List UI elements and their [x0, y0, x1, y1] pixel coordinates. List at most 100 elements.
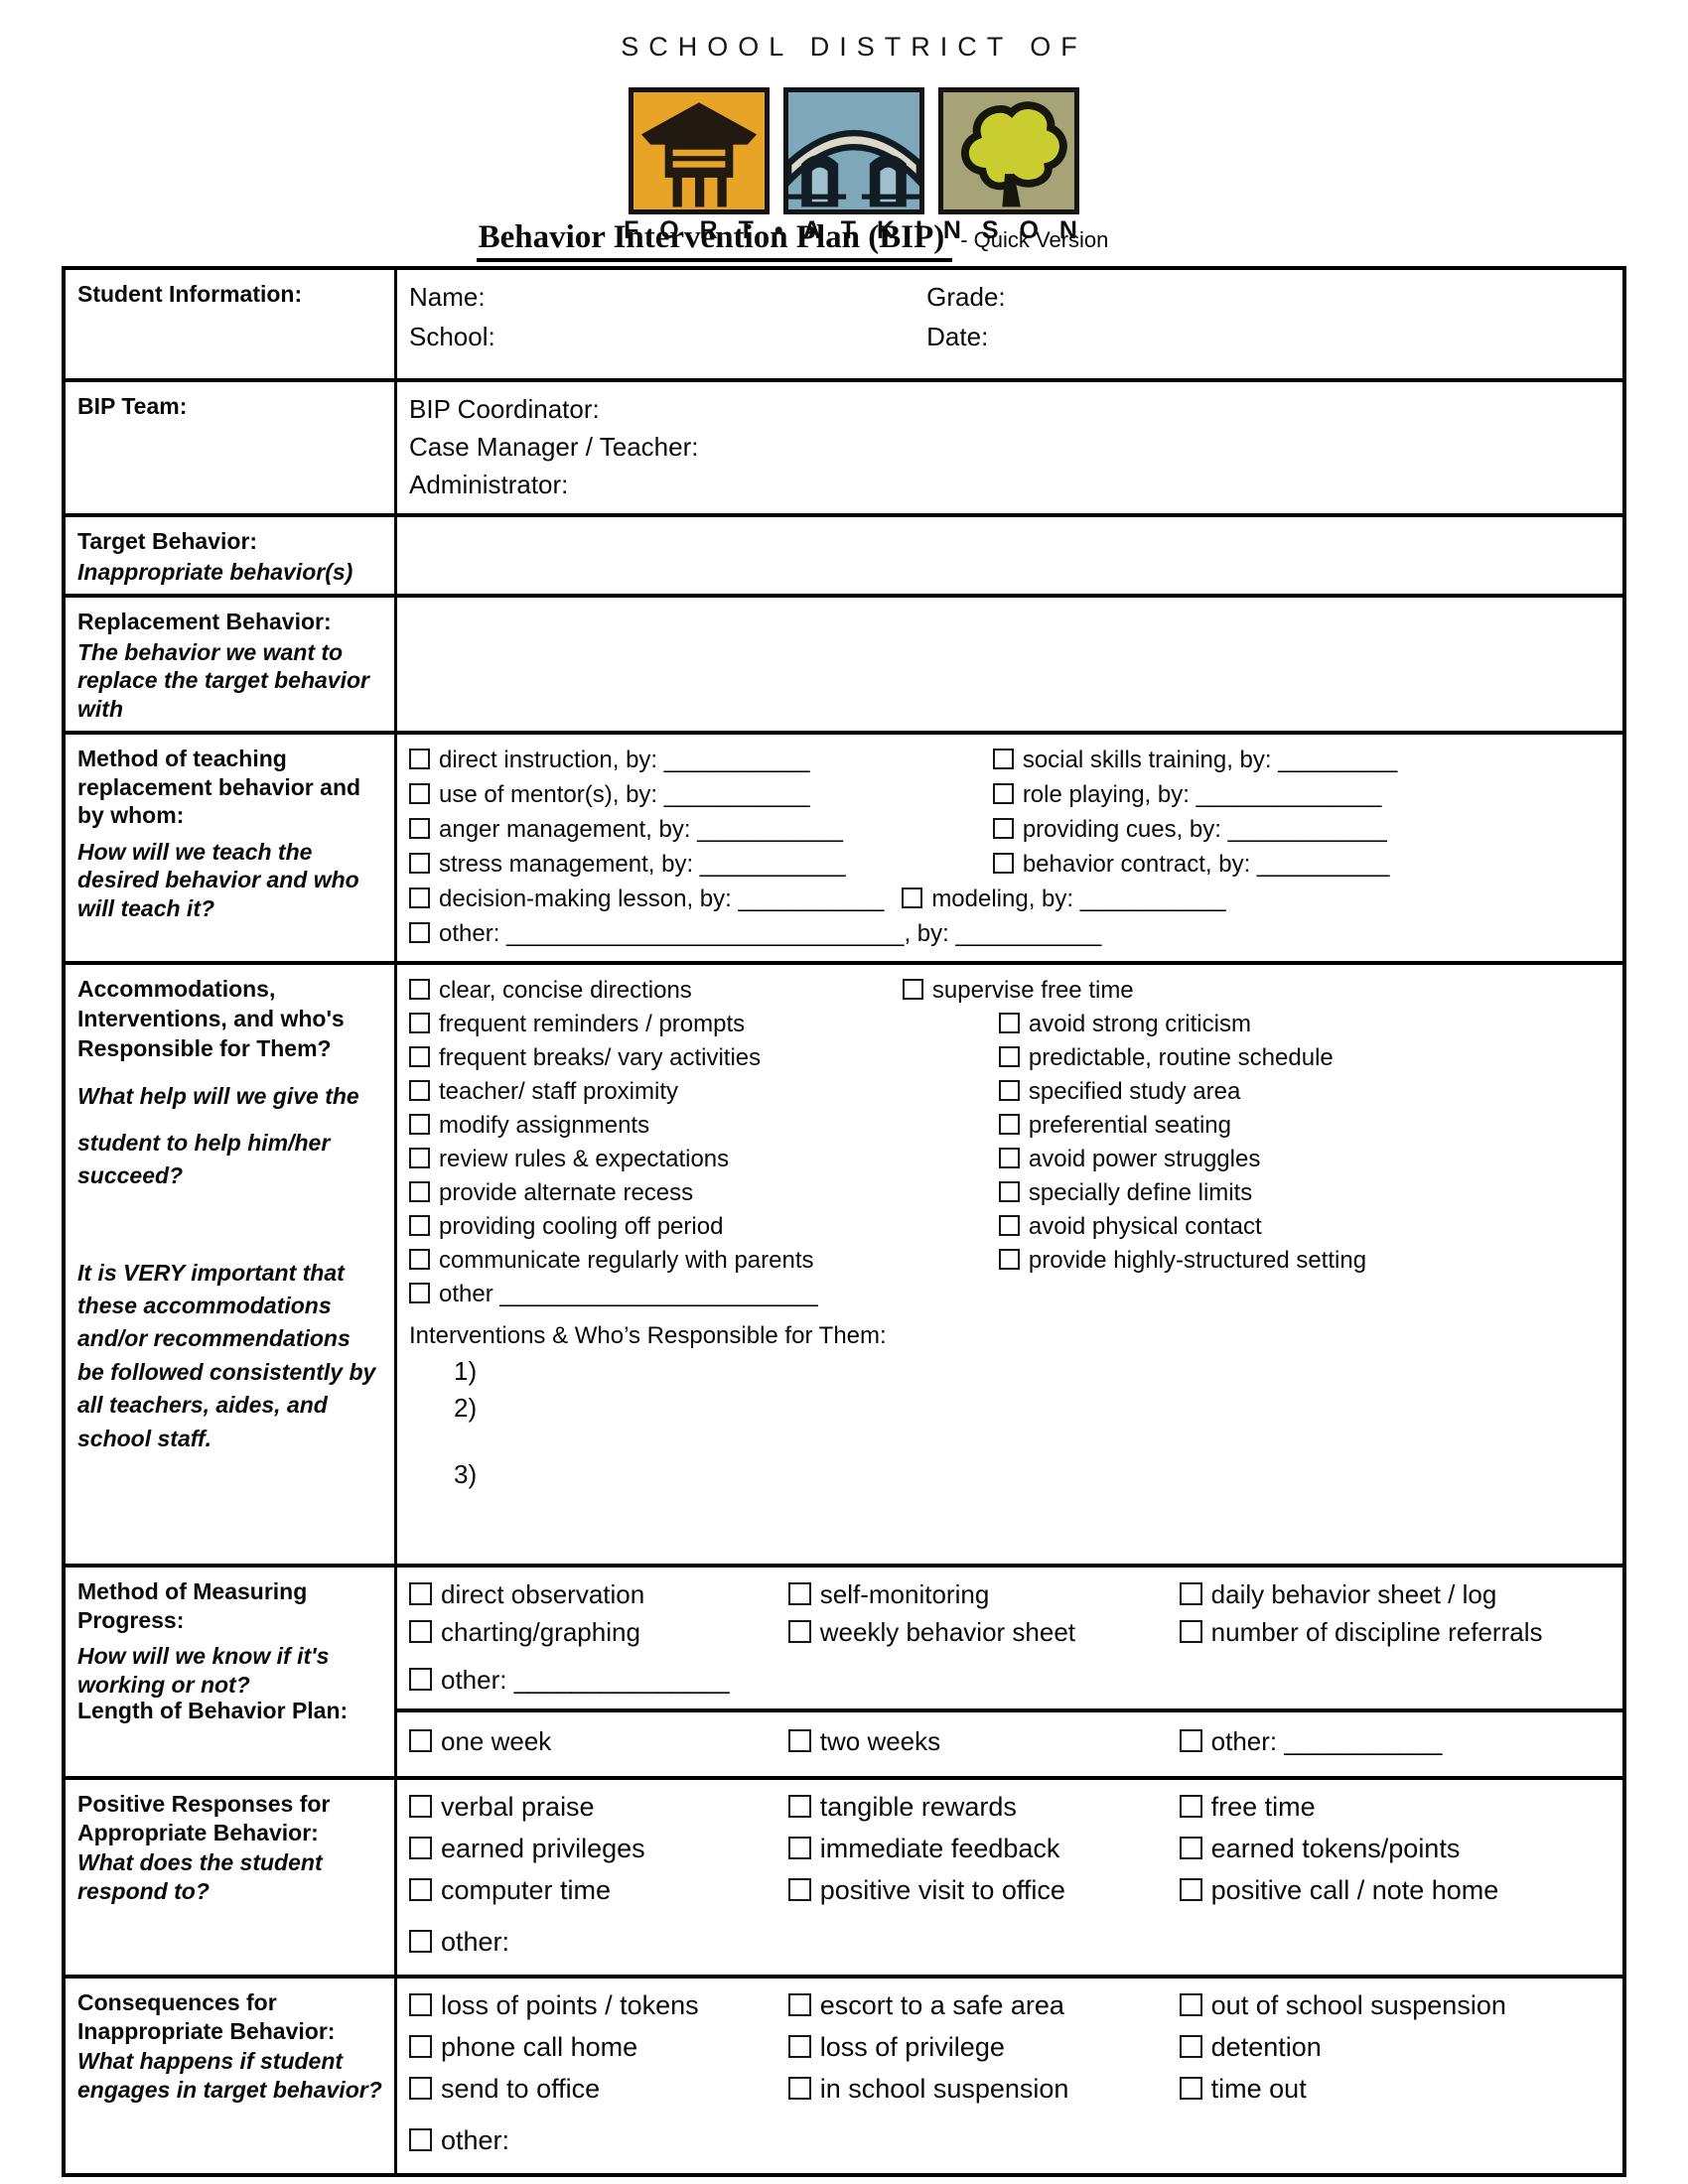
checkbox-icon[interactable] [787, 2077, 811, 2101]
checkbox-option[interactable]: providing cues, by: ____________ [992, 816, 1387, 844]
checkbox-option[interactable]: provide highly-structured setting [998, 1247, 1366, 1275]
checkbox-icon[interactable] [409, 818, 430, 840]
checkbox-option[interactable]: loss of privilege [787, 2032, 1180, 2063]
checkbox-icon[interactable] [998, 1080, 1020, 1102]
checkbox-option[interactable]: out of school suspension [1179, 1990, 1506, 2021]
checkbox-icon[interactable] [409, 1837, 432, 1860]
checkbox-icon[interactable] [1179, 1620, 1202, 1644]
checkbox-option[interactable]: earned tokens/points [1179, 1834, 1460, 1864]
checkbox-icon[interactable] [787, 1795, 811, 1819]
checkbox-option[interactable]: frequent breaks/ vary activities [409, 1044, 999, 1072]
checkbox-icon[interactable] [1179, 1795, 1202, 1819]
checkbox-icon[interactable] [992, 749, 1014, 770]
checkbox-icon[interactable] [1179, 1993, 1202, 2017]
checkbox-option[interactable]: earned privileges [409, 1834, 788, 1864]
checkbox-icon[interactable] [409, 1582, 432, 1606]
checkbox-option[interactable]: specified study area [998, 1078, 1240, 1106]
checkbox-option[interactable]: specially define limits [998, 1179, 1252, 1207]
checkbox-icon[interactable] [409, 1181, 430, 1203]
checkbox-icon[interactable] [1179, 1837, 1202, 1860]
checkbox-option[interactable]: use of mentor(s), by: ___________ [409, 781, 993, 809]
checkbox-icon[interactable] [998, 1215, 1020, 1237]
checkbox-icon[interactable] [992, 853, 1014, 875]
checkbox-icon[interactable] [902, 887, 923, 909]
checkbox-option[interactable]: in school suspension [787, 2074, 1180, 2105]
checkbox-option[interactable]: anger management, by: ___________ [409, 816, 993, 844]
checkbox-icon[interactable] [998, 1148, 1020, 1169]
checkbox-option[interactable]: preferential seating [998, 1112, 1231, 1140]
checkbox-option[interactable]: direct observation [409, 1579, 788, 1610]
checkbox-option[interactable]: avoid power struggles [998, 1146, 1260, 1173]
checkbox-option[interactable]: positive call / note home [1179, 1875, 1498, 1906]
checkbox-option[interactable]: decision-making lesson, by: ___________ [409, 886, 884, 913]
checkbox-icon[interactable] [409, 1283, 430, 1304]
checkbox-option[interactable]: loss of points / tokens [409, 1990, 788, 2021]
checkbox-icon[interactable] [409, 1080, 430, 1102]
checkbox-option[interactable]: role playing, by: ______________ [992, 781, 1381, 809]
checkbox-option[interactable]: providing cooling off period [409, 1213, 999, 1241]
checkbox-icon[interactable] [409, 922, 430, 944]
checkbox-option[interactable]: escort to a safe area [787, 1990, 1180, 2021]
checkbox-icon[interactable] [1179, 1878, 1202, 1902]
checkbox-option[interactable]: other: [409, 1927, 509, 1958]
checkbox-option[interactable]: two weeks [787, 1726, 1180, 1757]
checkbox-icon[interactable] [409, 2077, 432, 2101]
checkbox-option[interactable]: clear, concise directions [409, 977, 903, 1005]
checkbox-option[interactable]: social skills training, by: _________ [992, 747, 1397, 774]
checkbox-icon[interactable] [409, 1993, 432, 2017]
checkbox-option[interactable]: free time [1179, 1792, 1316, 1823]
checkbox-option[interactable]: review rules & expectations [409, 1146, 999, 1173]
checkbox-icon[interactable] [409, 853, 430, 875]
checkbox-icon[interactable] [409, 2035, 432, 2059]
checkbox-icon[interactable] [409, 1249, 430, 1271]
checkbox-option[interactable]: tangible rewards [787, 1792, 1180, 1823]
checkbox-icon[interactable] [409, 1668, 432, 1692]
checkbox-option[interactable]: number of discipline referrals [1179, 1617, 1542, 1648]
checkbox-icon[interactable] [1179, 2035, 1202, 2059]
checkbox-option[interactable]: modify assignments [409, 1112, 999, 1140]
checkbox-option[interactable]: send to office [409, 2074, 788, 2105]
checkbox-option[interactable]: stress management, by: ___________ [409, 851, 993, 879]
checkbox-icon[interactable] [787, 1837, 811, 1860]
checkbox-option[interactable]: positive visit to office [787, 1875, 1180, 1906]
replacement-behavior-input-area[interactable] [397, 598, 1622, 731]
checkbox-icon[interactable] [409, 1620, 432, 1644]
checkbox-option[interactable]: avoid physical contact [998, 1213, 1262, 1241]
checkbox-option[interactable]: behavior contract, by: __________ [992, 851, 1389, 879]
checkbox-icon[interactable] [787, 1878, 811, 1902]
checkbox-icon[interactable] [998, 1114, 1020, 1136]
checkbox-option[interactable]: other: [409, 2125, 509, 2156]
checkbox-icon[interactable] [787, 1582, 811, 1606]
checkbox-icon[interactable] [787, 1620, 811, 1644]
checkbox-option[interactable]: frequent reminders / prompts [409, 1011, 999, 1038]
checkbox-icon[interactable] [409, 1114, 430, 1136]
checkbox-option[interactable]: communicate regularly with parents [409, 1247, 999, 1275]
checkbox-icon[interactable] [409, 1729, 432, 1753]
checkbox-icon[interactable] [409, 1013, 430, 1034]
checkbox-icon[interactable] [998, 1249, 1020, 1271]
checkbox-option[interactable]: one week [409, 1726, 788, 1757]
checkbox-option[interactable]: modeling, by: ___________ [902, 886, 1226, 913]
checkbox-icon[interactable] [902, 979, 923, 1001]
checkbox-option[interactable]: time out [1179, 2074, 1307, 2105]
checkbox-option[interactable]: weekly behavior sheet [787, 1617, 1180, 1648]
checkbox-icon[interactable] [992, 783, 1014, 805]
checkbox-option[interactable]: teacher/ staff proximity [409, 1078, 999, 1106]
checkbox-icon[interactable] [998, 1181, 1020, 1203]
checkbox-option[interactable]: avoid strong criticism [998, 1011, 1251, 1038]
checkbox-option[interactable]: other: _______________ [409, 1665, 730, 1696]
checkbox-option[interactable]: daily behavior sheet / log [1179, 1579, 1496, 1610]
checkbox-icon[interactable] [409, 1878, 432, 1902]
checkbox-icon[interactable] [409, 887, 430, 909]
checkbox-option[interactable]: charting/graphing [409, 1617, 788, 1648]
checkbox-option[interactable]: phone call home [409, 2032, 788, 2063]
checkbox-option[interactable]: self-monitoring [787, 1579, 1180, 1610]
checkbox-icon[interactable] [409, 1215, 430, 1237]
checkbox-icon[interactable] [409, 749, 430, 770]
target-behavior-input-area[interactable] [397, 517, 1622, 594]
checkbox-option[interactable]: computer time [409, 1875, 788, 1906]
checkbox-option[interactable]: other: ___________ [1179, 1726, 1442, 1757]
checkbox-icon[interactable] [409, 1148, 430, 1169]
checkbox-icon[interactable] [787, 2035, 811, 2059]
checkbox-icon[interactable] [1179, 1582, 1202, 1606]
